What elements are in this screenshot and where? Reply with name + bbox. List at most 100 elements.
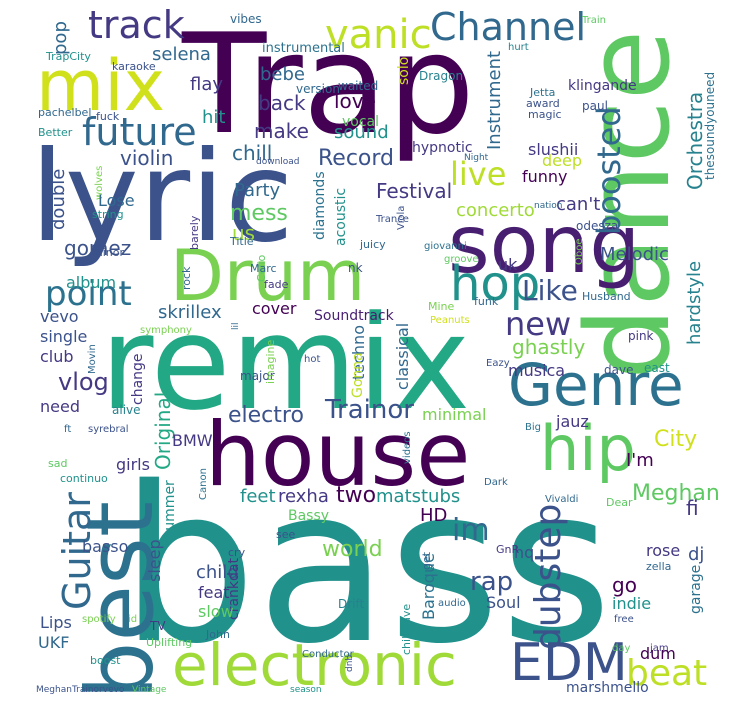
cloud-word-can-t: can't [556, 194, 600, 215]
cloud-word-trainor: Trainor [324, 395, 414, 425]
cloud-word-pop: pop [50, 21, 71, 55]
cloud-word-soundtrack: Soundtrack [314, 308, 395, 324]
cloud-word-single: single [40, 327, 87, 346]
cloud-word-marshmello: marshmello [566, 680, 649, 696]
cloud-word-make: make [254, 119, 309, 143]
cloud-word-guitar: Guitar [55, 492, 99, 610]
cloud-word-cover: cover [252, 299, 297, 318]
cloud-word-funny: funny [522, 167, 568, 186]
cloud-word-gonna: Gonna [350, 352, 366, 398]
cloud-word-ukf: UKF [38, 633, 69, 652]
cloud-word-gnr: GnR [496, 543, 519, 556]
cloud-word-violin: violin [120, 146, 173, 170]
cloud-word-oboe: Oboe [574, 239, 585, 266]
cloud-word-dj: dj [688, 544, 704, 565]
cloud-word-vintage: Vintage [132, 685, 167, 695]
cloud-word-girls: girls [116, 455, 150, 474]
cloud-word-paul: paul [582, 99, 608, 113]
cloud-word-pink: pink [628, 329, 654, 343]
cloud-word-nk: nk [348, 261, 363, 275]
cloud-word-world: world [322, 537, 383, 562]
cloud-word-groove: groove [444, 254, 479, 265]
cloud-word-mix: mix [36, 45, 165, 127]
cloud-word-solo: solo [396, 57, 412, 85]
cloud-word-eazy: Eazy [486, 358, 510, 369]
cloud-word-matstubs: matstubs [376, 486, 460, 507]
cloud-word-magic: magic [528, 108, 562, 121]
cloud-word-concerto: concerto [456, 200, 535, 221]
cloud-word-soul: Soul [486, 593, 521, 612]
cloud-word-slushii: slushii [528, 140, 578, 159]
cloud-word-channel: Channel [430, 5, 586, 49]
cloud-word-hq: hq [514, 543, 534, 562]
cloud-word-fuck: fuck [96, 110, 120, 123]
cloud-word-child: child [196, 562, 239, 583]
cloud-word-bass: bass [120, 440, 612, 691]
cloud-word-dum: dum [640, 644, 676, 663]
cloud-word-east: east [644, 361, 670, 375]
cloud-word-orchestra: Orchestra [683, 92, 707, 190]
cloud-word-audio: audio [438, 598, 466, 609]
cloud-word-live: live [450, 155, 506, 193]
cloud-word-beat: beat [626, 653, 707, 694]
cloud-word-instrument: Instrument [484, 51, 505, 150]
cloud-word-version: version [296, 82, 340, 96]
cloud-word-cello: Cello [255, 254, 268, 282]
cloud-word-drum: Drum [170, 235, 365, 317]
cloud-word-lips: Lips [40, 613, 72, 632]
cloud-word-bebe: bebe [260, 64, 305, 85]
cloud-word-uk: uk [498, 255, 518, 274]
cloud-word-day: day [612, 643, 630, 654]
cloud-word-club: club [40, 347, 74, 366]
cloud-word-nation: nation [534, 201, 562, 211]
cloud-word-alive: alive [112, 403, 141, 417]
cloud-word-waited: waited [338, 79, 378, 93]
cloud-word-better: Better [38, 126, 73, 139]
cloud-word-sleep: sleep [145, 539, 164, 582]
cloud-word-canon: Canon [198, 468, 209, 500]
cloud-word-award: award [526, 97, 560, 110]
cloud-word-summer: summer [162, 480, 178, 538]
cloud-word-thesoundyouneed: thesoundyouneed [703, 72, 717, 180]
cloud-word-festival: Festival [376, 179, 452, 203]
cloud-word-house: house [205, 403, 470, 506]
cloud-word-indie: indie [612, 594, 651, 613]
cloud-word-get: get [420, 551, 433, 570]
cloud-word-giovanni: giovanni [424, 241, 467, 252]
cloud-word-dear: Dear [606, 496, 633, 509]
cloud-word-vlog: vlog [58, 368, 109, 396]
cloud-word-meghantrainorvevo: MeghanTrainorvevo [36, 685, 125, 695]
cloud-word-mess: mess [230, 201, 288, 226]
cloud-word-syrebral: syrebral [88, 424, 129, 435]
cloud-word-instrumental: instrumental [262, 41, 345, 56]
cloud-word-bmw: BMW [172, 431, 213, 450]
cloud-word-john: John [205, 628, 230, 641]
cloud-word-back: back [258, 91, 306, 115]
cloud-word-love: love [334, 89, 376, 113]
cloud-word-peanuts: Peanuts [430, 315, 470, 326]
cloud-word-flay: flay [190, 74, 223, 95]
cloud-word-change: change [130, 353, 146, 405]
cloud-word-double: double [48, 169, 69, 230]
cloud-word-feet: feet [240, 486, 276, 507]
cloud-word-string: string [92, 208, 124, 221]
cloud-word-jauz: jauz [555, 412, 589, 431]
cloud-word-chillwave: chillwave [400, 604, 413, 655]
cloud-word-tv: TV [149, 619, 166, 633]
cloud-word-album: album [66, 273, 116, 292]
cloud-word-musica: musica [508, 361, 565, 380]
cloud-word-us: us [232, 221, 255, 245]
cloud-word-im: im [452, 513, 490, 548]
cloud-word-classical: classical [393, 323, 412, 390]
cloud-word-hypnotic: hypnotic [412, 140, 473, 156]
cloud-word-bassy: Bassy [288, 508, 329, 524]
cloud-word-dave: dave [604, 363, 633, 377]
cloud-word-like: Like [522, 274, 578, 307]
cloud-word-conductor: Conductor [302, 649, 355, 660]
cloud-word-song: song [448, 198, 640, 291]
cloud-word-continuo: continuo [60, 472, 108, 485]
cloud-word-genre: Genre [508, 351, 684, 419]
cloud-word-minimal: minimal [422, 405, 486, 424]
